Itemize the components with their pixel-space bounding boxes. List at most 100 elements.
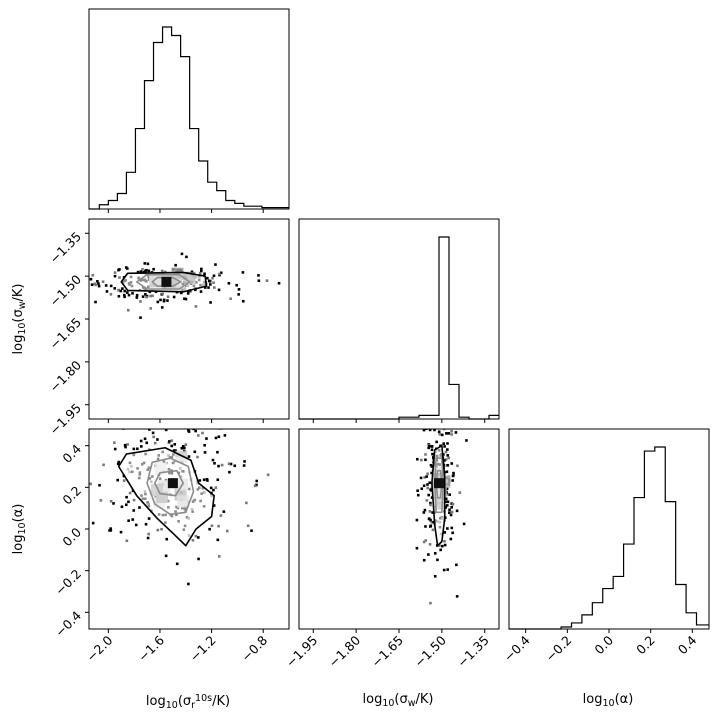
scatter-point	[218, 423, 221, 426]
y-tick-label-sw: −1.65	[46, 315, 84, 353]
scatter-point	[109, 529, 113, 532]
x-axis-label-alpha: log10(α)	[583, 692, 634, 709]
x-tick-label-sw: −1.80	[326, 632, 364, 670]
scatter-point	[203, 443, 206, 447]
scatter-point	[447, 422, 450, 425]
scatter-point	[123, 295, 126, 299]
scatter-point	[429, 601, 432, 605]
scatter-point	[443, 459, 446, 462]
scatter-point	[455, 563, 458, 567]
scatter-point	[135, 296, 139, 299]
scatter-point	[435, 440, 438, 444]
scatter-point	[217, 464, 220, 468]
scatter-point	[125, 267, 129, 270]
y-tick-label-sw: −1.95	[46, 400, 84, 438]
scatter-point	[458, 491, 462, 494]
scatter-point	[194, 305, 198, 308]
scatter-point	[429, 524, 433, 528]
scatter-point	[450, 433, 453, 436]
scatter-point	[455, 595, 459, 598]
scatter-point	[194, 534, 198, 538]
scatter-point	[465, 439, 468, 442]
scatter-point	[450, 429, 453, 433]
scatter-point	[214, 486, 218, 489]
label-part: (σ	[178, 694, 191, 709]
scatter-point	[445, 432, 448, 435]
scatter-point	[104, 284, 108, 287]
scatter-point	[96, 279, 99, 283]
scatter-point	[447, 432, 451, 435]
scatter-point	[202, 478, 206, 482]
scatter-point	[91, 273, 95, 277]
scatter-point	[427, 446, 430, 450]
scatter-point	[196, 455, 199, 459]
y-tick-label-sw: −1.35	[46, 229, 84, 267]
histogram-step-sw	[299, 236, 499, 420]
scatter-point	[201, 431, 204, 435]
scatter-point	[209, 486, 213, 490]
panel-frame	[88, 8, 290, 210]
scatter-point	[424, 539, 428, 542]
scatter-point	[175, 562, 179, 566]
density-panel-sw-alpha	[298, 422, 500, 630]
scatter-point	[433, 552, 437, 555]
x-tick-label-sr: −0.8	[238, 632, 270, 664]
scatter-point	[212, 274, 216, 278]
label-part: log	[583, 692, 603, 707]
scatter-point	[181, 445, 185, 448]
x-tick-label-sw: −1.50	[411, 632, 449, 670]
scatter-point	[241, 299, 245, 303]
scatter-point	[139, 300, 142, 303]
contour-level-3	[117, 446, 215, 547]
scatter-point	[219, 514, 223, 517]
label-part: r	[191, 700, 195, 711]
scatter-point	[117, 460, 121, 464]
scatter-point	[119, 530, 123, 534]
scatter-point	[117, 288, 120, 292]
scatter-point	[164, 554, 168, 558]
label-part: log	[363, 692, 383, 707]
scatter-point	[194, 421, 197, 424]
scatter-point	[186, 292, 190, 295]
scatter-point	[228, 470, 231, 474]
scatter-point	[207, 286, 210, 289]
scatter-point	[462, 522, 466, 526]
scatter-point	[146, 262, 150, 266]
label-part: /K)	[11, 284, 26, 302]
scatter-point	[122, 293, 126, 297]
scatter-point	[184, 297, 188, 301]
scatter-point	[448, 511, 451, 514]
panel-content	[415, 422, 468, 605]
scatter-point	[216, 450, 219, 454]
scatter-point	[428, 510, 432, 513]
scatter-point	[445, 504, 449, 507]
scatter-point	[143, 437, 147, 441]
scatter-point	[427, 444, 431, 448]
scatter-point	[141, 295, 145, 298]
scatter-point	[432, 520, 435, 524]
scatter-point	[223, 434, 227, 437]
scatter-point	[425, 475, 428, 478]
scatter-point	[444, 497, 448, 500]
label-part: 10	[382, 698, 394, 709]
y-tick-label-alpha: 0.4	[59, 441, 84, 466]
scatter-point	[153, 441, 157, 445]
scatter-point	[105, 290, 109, 293]
scatter-point	[126, 443, 129, 446]
scatter-point	[218, 272, 221, 276]
scatter-point	[85, 287, 88, 290]
scatter-point	[206, 276, 209, 280]
scatter-point	[257, 274, 260, 277]
scatter-point	[266, 473, 270, 477]
scatter-point	[429, 488, 432, 491]
x-tick-label-alpha: −0.4	[501, 632, 533, 664]
scatter-point	[199, 269, 203, 273]
contour-level-3	[431, 444, 446, 547]
scatter-point	[255, 479, 259, 483]
scatter-point	[424, 429, 428, 431]
x-tick-label-alpha: −0.2	[542, 633, 574, 665]
scatter-point	[168, 426, 171, 429]
scatter-point	[203, 451, 207, 454]
scatter-point	[430, 448, 434, 452]
scatter-point	[131, 292, 134, 295]
